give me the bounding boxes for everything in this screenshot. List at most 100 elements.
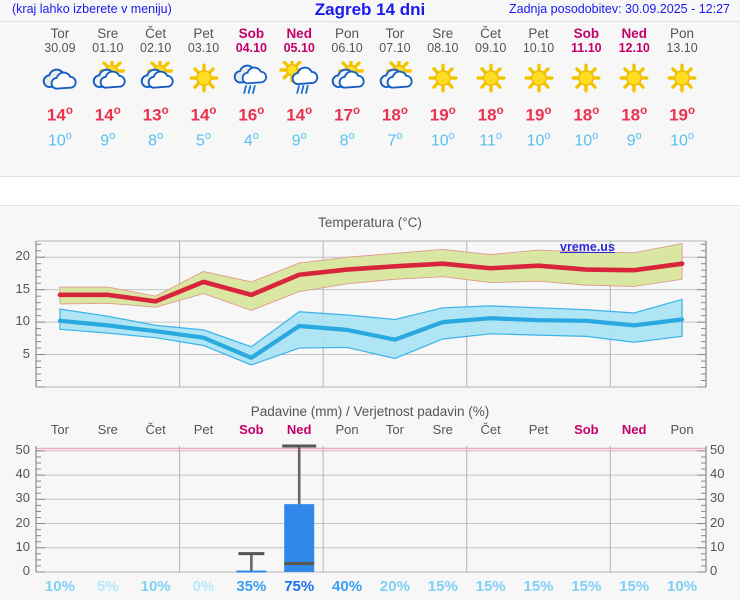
day-date: 01.10	[92, 41, 124, 55]
day-temp-max: 14o	[286, 105, 313, 125]
day-weather-icon-wrap	[34, 59, 86, 99]
day-date: 07.10	[379, 41, 411, 55]
precipitation-chart-title: Padavine (mm) / Verjetnost padavin (%)	[250, 404, 490, 419]
precipitation-probability-label: 35%	[236, 578, 267, 595]
day-temp-max: 18o	[381, 105, 408, 125]
day-temp-max: 18o	[477, 105, 504, 125]
precipitation-plot	[35, 444, 707, 573]
day-temp-min: 9o	[100, 129, 116, 149]
page-title: Zagreb 14 dni	[314, 0, 426, 19]
temperature-y-tick-label: 5	[22, 345, 30, 361]
day-temp-min: 7o	[387, 129, 403, 149]
precipitation-probability-label: 15%	[475, 578, 506, 595]
sun-cloud-icon	[86, 61, 130, 97]
day-weather-icon-wrap	[273, 59, 325, 99]
header-divider	[0, 21, 740, 22]
precipitation-probability-label: 75%	[284, 578, 315, 595]
day-temp-min: 8o	[148, 129, 164, 149]
day-weather-icon-wrap	[608, 59, 660, 99]
day-date: 10.10	[522, 41, 555, 55]
day-temp-min: 10o	[47, 129, 72, 149]
sun-icon	[469, 61, 513, 97]
precipitation-day-label: Pon	[335, 422, 359, 437]
day-date: 08.10	[427, 41, 459, 55]
day-temp-min: 9o	[626, 129, 642, 149]
precipitation-probability-label: 5%	[96, 578, 119, 595]
precipitation-day-label: Tor	[385, 422, 404, 437]
precipitation-y-tick-label: 40	[710, 466, 725, 482]
day-column: Ned 05.10 14o 9o	[273, 26, 325, 151]
day-name: Pon	[670, 26, 695, 41]
sun-icon	[517, 61, 561, 97]
day-column: Čet 02.10 13o 8o	[130, 26, 182, 151]
precipitation-probability-label: 10%	[667, 578, 698, 595]
day-weather-icon-wrap	[560, 59, 612, 99]
day-name: Pet	[528, 26, 549, 41]
precipitation-y-tick-label: 50	[710, 441, 725, 457]
day-date: 06.10	[331, 41, 363, 55]
precipitation-y-tick-label: 20	[710, 514, 725, 530]
temperature-y-tick-label: 20	[15, 248, 30, 264]
day-temp-max: 18o	[573, 105, 600, 125]
daily-forecast-strip: Tor 30.09 14o 10o Sre 01.10 14o 9o Čet 02.10 13…	[0, 26, 740, 176]
day-temp-max: 17o	[334, 105, 361, 125]
last-updated: Zadnja posodobitev: 30.09.2025 - 12:27	[508, 2, 730, 16]
day-temp-min: 10o	[430, 129, 455, 149]
strip-gap	[0, 177, 740, 205]
precipitation-probability-label: 0%	[192, 578, 215, 595]
day-date: 12.10	[618, 41, 650, 55]
day-column: Sob 11.10 18o 10o	[560, 26, 612, 151]
temperature-y-tick-label: 10	[15, 313, 30, 329]
day-temp-max: 18o	[621, 105, 648, 125]
day-weather-icon-wrap	[225, 59, 277, 99]
day-temp-max: 19o	[669, 105, 696, 125]
precipitation-y-tick-label: 0	[710, 563, 718, 578]
site-watermark: vreme.us	[560, 240, 615, 254]
day-column: Sre 08.10 19o 10o	[417, 26, 469, 151]
day-date: 13.10	[666, 41, 698, 55]
day-name: Ned	[621, 26, 647, 41]
day-temp-max: 14o	[94, 105, 121, 125]
day-date: 09.10	[475, 41, 507, 55]
precipitation-day-label: Tor	[50, 422, 69, 437]
sun-cloud-rain-icon	[277, 61, 321, 97]
precipitation-day-label: Pon	[670, 422, 694, 437]
day-weather-icon-wrap	[656, 59, 708, 99]
precipitation-y-tick-label: 30	[710, 490, 725, 506]
precipitation-day-label: Sre	[97, 422, 118, 437]
day-temp-max: 13o	[142, 105, 169, 125]
day-date: 04.10	[235, 41, 267, 55]
sun-cloud-icon	[325, 61, 369, 97]
day-temp-min: 10o	[670, 129, 694, 149]
precipitation-probability-label: 15%	[619, 578, 650, 595]
day-date: 05.10	[283, 41, 315, 55]
temperature-chart-title: Temperatura (°C)	[318, 215, 422, 230]
day-column: Sob 04.10 16o 4o	[225, 26, 277, 151]
page-header: (kraj lahko izberete v meniju) Zagreb 14…	[0, 0, 740, 22]
precipitation-y-tick-label: 40	[15, 466, 30, 482]
precipitation-probability-label: 20%	[379, 578, 410, 595]
day-name: Čet	[145, 26, 167, 41]
day-temp-max: 14o	[46, 105, 73, 125]
precipitation-y-tick-label: 50	[15, 441, 30, 457]
day-weather-icon-wrap	[321, 59, 373, 99]
precipitation-y-tick-label: 20	[15, 514, 30, 530]
day-name: Ned	[286, 26, 312, 41]
sun-icon	[564, 61, 608, 97]
sun-icon	[182, 61, 226, 97]
day-weather-icon-wrap	[130, 59, 182, 99]
sun-cloud-icon	[373, 61, 417, 97]
strip-divider-top	[0, 176, 740, 177]
precipitation-probability-label: 15%	[523, 578, 554, 595]
day-column: Pet 03.10 14o 5o	[178, 26, 230, 151]
precipitation-probability-label: 10%	[140, 578, 171, 595]
day-temp-min: 8o	[339, 129, 355, 149]
temperature-y-tick-label: 15	[15, 280, 30, 296]
day-temp-min: 4o	[243, 129, 259, 149]
strip-divider-bottom	[0, 205, 740, 206]
day-column: Sre 01.10 14o 9o	[82, 26, 134, 151]
precipitation-day-label: Ned	[286, 422, 312, 437]
temperature-chart: Temperatura (°C)	[0, 215, 740, 395]
day-temp-min: 9o	[291, 129, 307, 149]
precipitation-y-tick-label: 10	[710, 538, 725, 554]
